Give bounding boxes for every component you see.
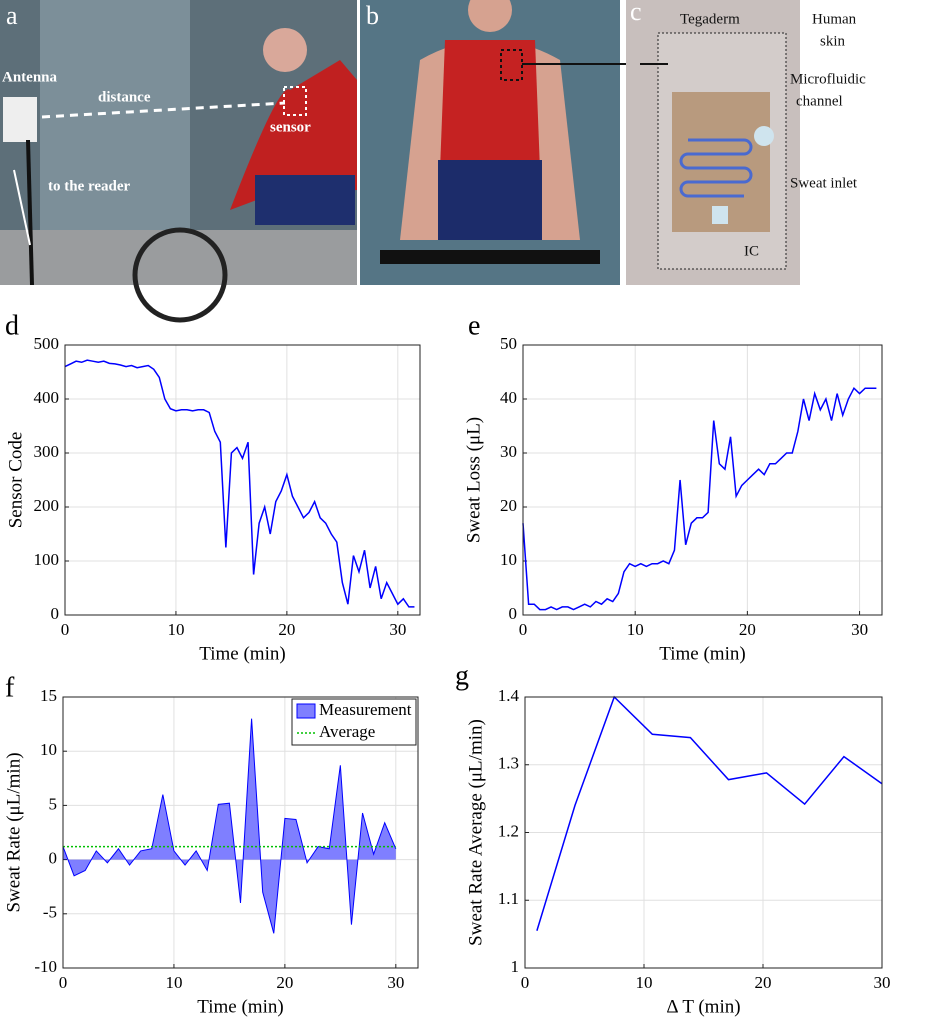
y-tick-label: 200 bbox=[34, 496, 60, 515]
x-tick-label: 20 bbox=[739, 620, 756, 639]
x-axis-label: Δ T (min) bbox=[666, 996, 740, 1017]
annotation: to the reader bbox=[48, 178, 131, 194]
panel-label: d bbox=[5, 310, 19, 341]
x-tick-label: 30 bbox=[874, 973, 891, 992]
x-tick-label: 10 bbox=[627, 620, 644, 639]
y-tick-label: 20 bbox=[500, 496, 517, 515]
x-tick-label: 10 bbox=[167, 620, 184, 639]
x-tick-label: 0 bbox=[519, 620, 528, 639]
panel-label: f bbox=[5, 672, 15, 703]
y-axis-label: Sweat Rate Average (μL/min) bbox=[465, 719, 486, 946]
photo-a: a Antenna distance sensor to the reader bbox=[0, 0, 357, 323]
x-tick-label: 0 bbox=[61, 620, 70, 639]
x-axis-label: Time (min) bbox=[199, 643, 285, 664]
plot-area bbox=[65, 345, 420, 615]
y-tick-label: 1.3 bbox=[498, 754, 519, 773]
annotation: channel bbox=[796, 93, 843, 109]
annotation: skin bbox=[820, 33, 846, 49]
x-tick-label: 0 bbox=[59, 973, 68, 992]
y-tick-label: 300 bbox=[34, 442, 60, 461]
data-line bbox=[536, 695, 883, 931]
y-tick-label: 0 bbox=[49, 849, 58, 868]
y-tick-label: 40 bbox=[500, 388, 517, 407]
legend-label: Measurement bbox=[319, 700, 412, 719]
panel-label: g bbox=[455, 660, 469, 691]
y-tick-label: 50 bbox=[500, 334, 517, 353]
x-tick-label: 30 bbox=[389, 620, 406, 639]
panel-label: a bbox=[6, 1, 18, 30]
annotation: Antenna bbox=[2, 69, 58, 85]
legend-swatch bbox=[296, 703, 316, 719]
annotation: distance bbox=[98, 89, 151, 105]
y-tick-label: 10 bbox=[500, 550, 517, 569]
y-tick-label: 15 bbox=[40, 686, 57, 705]
annotation: Sweat inlet bbox=[790, 175, 858, 191]
x-tick-label: 10 bbox=[636, 973, 653, 992]
y-axis-label: Sweat Rate (μL/min) bbox=[3, 752, 24, 912]
y-tick-label: 1.1 bbox=[498, 889, 519, 908]
y-tick-label: 500 bbox=[34, 334, 60, 353]
area-fill bbox=[63, 718, 396, 934]
annotation: Tegaderm bbox=[680, 11, 740, 27]
x-axis-label: Time (min) bbox=[197, 996, 283, 1017]
y-tick-label: 1 bbox=[511, 957, 520, 976]
y-tick-label: 10 bbox=[40, 740, 57, 759]
annotation: IC bbox=[744, 243, 759, 259]
y-tick-label: 400 bbox=[34, 388, 60, 407]
y-tick-label: 100 bbox=[34, 550, 60, 569]
x-tick-label: 20 bbox=[278, 620, 295, 639]
panel-label: e bbox=[468, 310, 480, 341]
plot-border bbox=[62, 696, 419, 969]
legend-label: Average bbox=[319, 722, 375, 741]
data-line bbox=[522, 386, 877, 611]
annotation: Microfluidic bbox=[790, 71, 866, 87]
area-line bbox=[62, 718, 397, 934]
y-tick-label: 30 bbox=[500, 442, 517, 461]
annotation: Human bbox=[812, 11, 857, 27]
y-tick-label: 5 bbox=[49, 794, 58, 813]
annotation: sensor bbox=[270, 119, 311, 135]
panel-label: b bbox=[366, 1, 379, 30]
x-axis-label: Time (min) bbox=[659, 643, 745, 664]
x-tick-label: 20 bbox=[755, 973, 772, 992]
panel-label: c bbox=[630, 0, 642, 26]
x-tick-label: 10 bbox=[165, 973, 182, 992]
plot-border bbox=[524, 696, 883, 969]
plot-area bbox=[523, 345, 882, 615]
y-tick-label: 1.4 bbox=[498, 686, 520, 705]
photo-b: b bbox=[360, 0, 668, 285]
plot-border bbox=[522, 344, 883, 616]
data-line bbox=[64, 359, 415, 608]
y-axis-label: Sensor Code bbox=[5, 432, 26, 529]
y-tick-label: 1.2 bbox=[498, 821, 519, 840]
y-tick-label: -10 bbox=[34, 957, 57, 976]
y-tick-label: -5 bbox=[43, 903, 57, 922]
x-tick-label: 20 bbox=[276, 973, 293, 992]
y-axis-label: Sweat Loss (μL) bbox=[463, 417, 484, 543]
x-tick-label: 30 bbox=[851, 620, 868, 639]
x-tick-label: 30 bbox=[387, 973, 404, 992]
y-tick-label: 0 bbox=[51, 604, 60, 623]
y-tick-label: 0 bbox=[509, 604, 518, 623]
photo-c: c Tegaderm Human skin Microfluidic chann… bbox=[626, 0, 866, 285]
plot-border bbox=[64, 344, 421, 616]
x-tick-label: 0 bbox=[521, 973, 530, 992]
